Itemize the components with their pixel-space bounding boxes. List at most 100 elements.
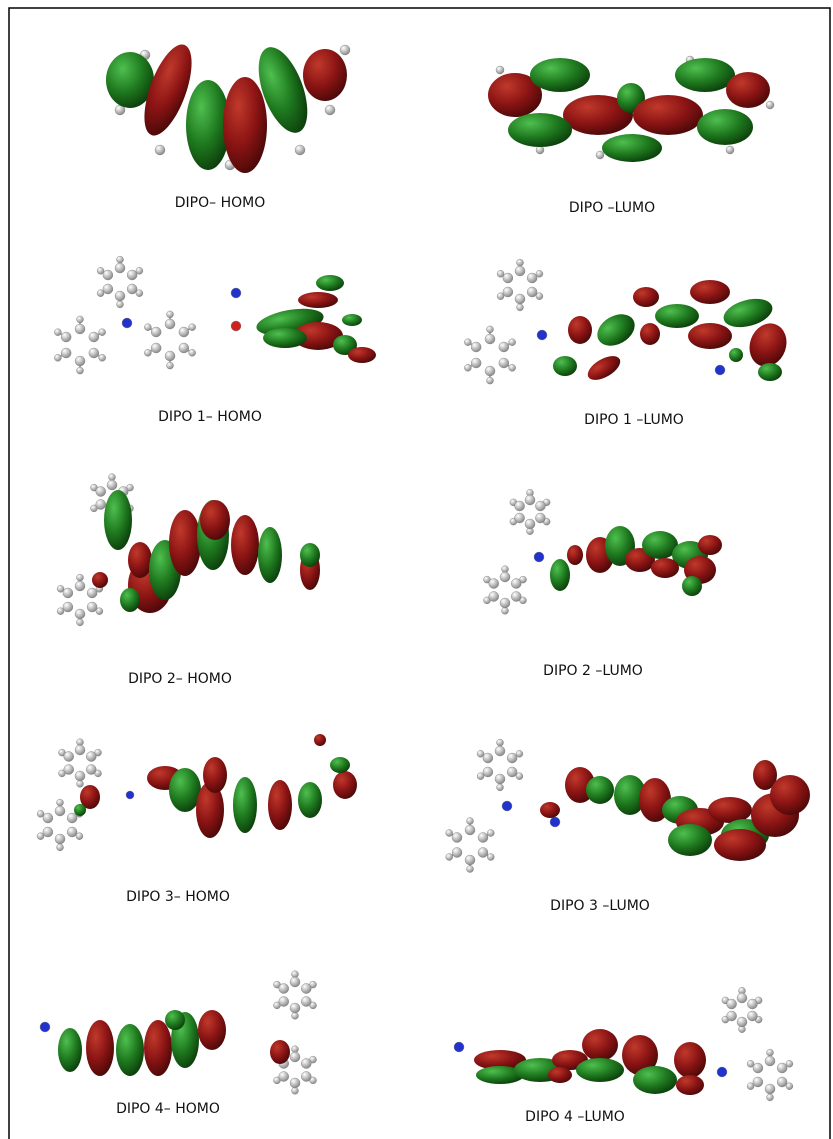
orbital-lobe — [200, 500, 230, 540]
orbital-lobe — [640, 323, 660, 345]
atom — [103, 270, 113, 280]
atom — [717, 1067, 727, 1077]
orbital-lobe — [263, 328, 307, 348]
atom — [99, 354, 106, 361]
atom — [144, 324, 151, 331]
atom — [515, 294, 525, 304]
atom — [75, 745, 85, 755]
atom — [525, 495, 535, 505]
atom — [292, 1046, 299, 1053]
panel-label: DIPO– HOMO — [175, 195, 265, 211]
orbital-lobe — [726, 72, 770, 108]
orbital-lobe — [651, 558, 679, 578]
atom — [489, 579, 499, 589]
orbital-lobe — [270, 1040, 290, 1064]
atom — [61, 348, 71, 358]
atom — [43, 827, 53, 837]
atom — [115, 263, 125, 273]
atom — [446, 830, 453, 837]
orbital-lobe — [602, 134, 662, 162]
atom — [290, 1052, 300, 1062]
atom — [295, 145, 305, 155]
orbital-lobe — [548, 1067, 572, 1083]
orbital-lobe — [58, 1028, 82, 1072]
atom — [497, 739, 504, 746]
atom — [454, 1042, 464, 1052]
atom — [446, 854, 453, 861]
atom — [509, 364, 516, 371]
atom — [301, 997, 311, 1007]
atom — [777, 1063, 787, 1073]
atom — [500, 598, 510, 608]
atom — [77, 780, 84, 787]
atom — [189, 349, 196, 356]
atom — [777, 1077, 787, 1087]
atom — [89, 348, 99, 358]
atom — [55, 834, 65, 844]
orbital-lobe — [165, 1010, 185, 1030]
atom — [487, 326, 494, 333]
atom — [517, 304, 524, 311]
atom — [767, 1094, 774, 1101]
atom — [767, 1049, 774, 1056]
orbital-lobe — [729, 348, 743, 362]
panel-label: DIPO 4 –LUMO — [525, 1109, 625, 1125]
orbital-lobe — [198, 1010, 226, 1050]
orbital-lobe — [688, 323, 732, 349]
orbital-lobe — [258, 527, 282, 583]
atom — [503, 273, 513, 283]
orbital-lobe — [586, 776, 614, 804]
atom — [766, 101, 774, 109]
orbital-lobe — [203, 757, 227, 793]
atom — [87, 588, 97, 598]
atom — [77, 367, 84, 374]
atom — [77, 574, 84, 581]
atom — [737, 993, 747, 1003]
orbital-lobe — [342, 314, 362, 326]
atom — [144, 349, 151, 356]
atom — [499, 358, 509, 368]
atom — [487, 854, 494, 861]
atom — [231, 288, 241, 298]
atom — [151, 343, 161, 353]
orbital-lobe — [553, 356, 577, 376]
atom — [165, 351, 175, 361]
atom — [165, 319, 175, 329]
panel-label: DIPO –LUMO — [569, 200, 655, 216]
orbital-lobe — [576, 1058, 624, 1082]
atom — [96, 487, 106, 497]
orbital-lobe — [233, 777, 257, 833]
atom — [550, 817, 560, 827]
atom — [485, 366, 495, 376]
orbital-lobe — [682, 576, 702, 596]
atom — [511, 579, 521, 589]
atom — [290, 1003, 300, 1013]
orbital-lobe — [86, 1020, 114, 1076]
orbital-lobe — [690, 280, 730, 304]
atom — [727, 999, 737, 1009]
atom — [765, 1056, 775, 1066]
atom — [64, 752, 74, 762]
atom — [747, 999, 757, 1009]
orbital-lobe — [268, 780, 292, 830]
atom — [279, 997, 289, 1007]
atom — [87, 602, 97, 612]
atom — [464, 364, 471, 371]
atom — [487, 377, 494, 384]
atom — [517, 259, 524, 266]
atom — [715, 365, 725, 375]
atom — [471, 342, 481, 352]
atom — [525, 519, 535, 529]
atom — [465, 855, 475, 865]
atom — [55, 806, 65, 816]
panel-label: DIPO 4– HOMO — [116, 1101, 220, 1117]
atom — [535, 501, 545, 511]
orbital-lobe — [582, 1029, 618, 1061]
atom — [301, 1059, 311, 1069]
atom — [279, 1072, 289, 1082]
atom — [496, 66, 504, 74]
orbital-lobe — [92, 572, 108, 588]
atom — [86, 752, 96, 762]
orbital-lobe — [316, 275, 344, 291]
orbital-lobe — [674, 1042, 706, 1078]
